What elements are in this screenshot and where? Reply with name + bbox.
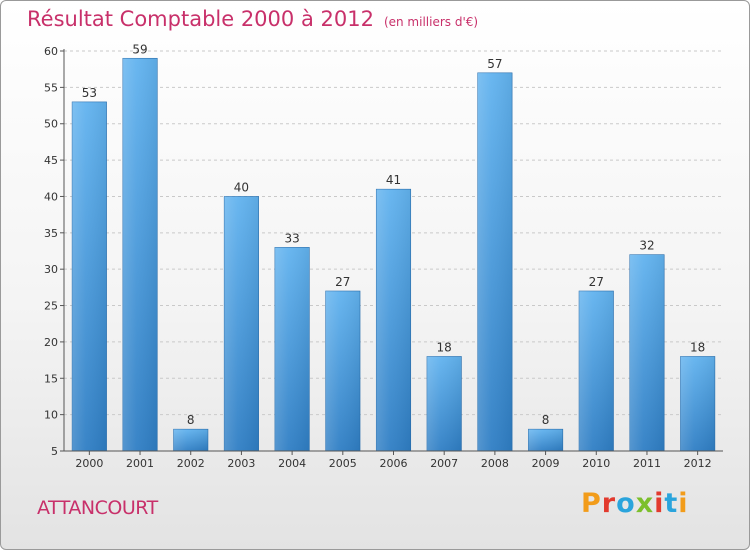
data-label: 57 — [487, 57, 502, 71]
y-tick-label: 10 — [44, 409, 58, 422]
proxiti-logo[interactable]: Proxiti — [581, 488, 689, 519]
chart-title-main: Résultat Comptable 2000 à 2012 — [27, 7, 374, 31]
logo-letter: r — [601, 488, 617, 519]
logo-letter: i — [678, 488, 689, 519]
data-label: 18 — [690, 340, 705, 354]
y-tick-label: 40 — [44, 190, 58, 203]
data-label: 8 — [187, 413, 195, 427]
logo-letter: t — [664, 488, 679, 519]
x-tick-label: 2009 — [532, 457, 560, 470]
y-tick-label: 30 — [44, 263, 58, 276]
x-tick-label: 2008 — [481, 457, 509, 470]
y-tick-label: 15 — [44, 372, 58, 385]
y-tick-label: 60 — [44, 45, 58, 58]
y-tick-label: 25 — [44, 300, 58, 313]
x-tick-label: 2011 — [633, 457, 661, 470]
data-label: 59 — [132, 42, 147, 56]
bars — [71, 57, 716, 452]
x-tick-label: 2003 — [227, 457, 255, 470]
x-tick-label: 2001 — [126, 457, 154, 470]
bar-highlight — [72, 101, 107, 451]
commune-name: ATTANCOURT — [37, 497, 158, 519]
bar-highlight — [173, 429, 208, 451]
chart-title-unit: (en milliers d'€) — [383, 15, 479, 29]
bar-highlight — [274, 247, 310, 451]
data-label: 8 — [542, 413, 550, 427]
bar-highlight — [629, 254, 665, 451]
bar-highlight — [224, 196, 259, 451]
x-tick-label: 2012 — [684, 457, 712, 470]
data-label: 53 — [82, 86, 97, 100]
data-label: 27 — [589, 275, 604, 289]
x-tick-label: 2000 — [75, 457, 103, 470]
data-label: 27 — [335, 275, 350, 289]
bar-highlight — [477, 72, 513, 452]
logo-letter: i — [654, 488, 665, 519]
logo-letter: P — [581, 488, 602, 519]
bar-highlight — [528, 429, 563, 451]
x-tick-label: 2004 — [278, 457, 306, 470]
bar-highlight — [426, 356, 462, 451]
y-tick-label: 45 — [44, 154, 58, 167]
x-tick-label: 2006 — [380, 457, 408, 470]
labels: 5 10 15 20 25 30 35 40 45 50 55 60 53 2000 59 2001 8 2002… — [44, 42, 712, 470]
chart-title: Résultat Comptable 2000 à 2012 (en millie… — [27, 7, 478, 31]
x-tick-label: 2010 — [582, 457, 610, 470]
bar-highlight — [122, 58, 158, 451]
y-tick-label: 35 — [44, 227, 58, 240]
data-label: 40 — [234, 180, 249, 194]
bar-highlight — [579, 291, 614, 451]
data-label: 41 — [386, 173, 401, 187]
bar-highlight — [680, 356, 715, 451]
data-label: 33 — [284, 231, 299, 245]
x-tick-label: 2005 — [329, 457, 357, 470]
y-tick-label: 55 — [44, 81, 58, 94]
bar-highlight — [376, 189, 411, 451]
data-label: 32 — [639, 239, 654, 253]
data-label: 18 — [437, 340, 452, 354]
logo-letter: o — [616, 488, 636, 519]
y-tick-label: 20 — [44, 336, 58, 349]
axes — [60, 49, 723, 455]
grid-lines — [64, 50, 723, 416]
y-tick-label: 50 — [44, 118, 58, 131]
x-tick-label: 2002 — [177, 457, 205, 470]
y-tick-label: 5 — [51, 445, 58, 458]
logo-letter: x — [635, 488, 655, 519]
x-tick-label: 2007 — [430, 457, 458, 470]
bar-highlight — [325, 291, 361, 451]
